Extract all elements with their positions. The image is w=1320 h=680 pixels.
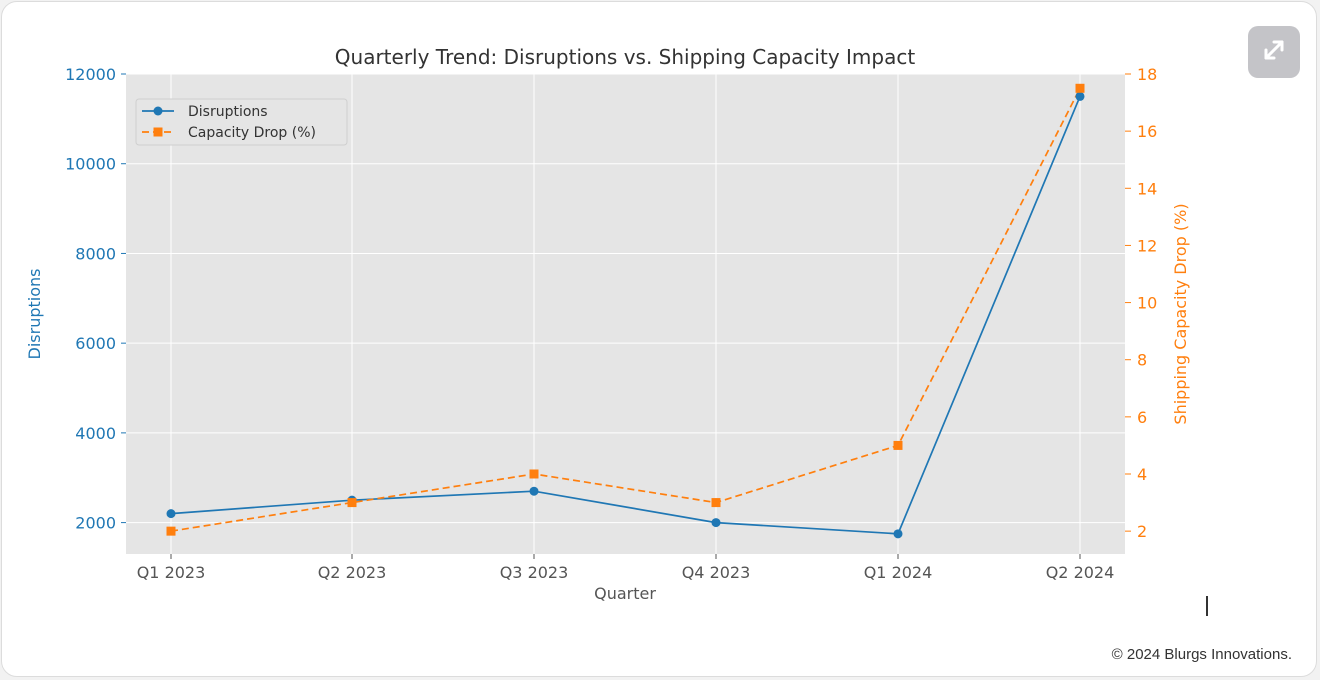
disruptions-point — [711, 518, 721, 528]
y-tick-label-left: 2000 — [75, 514, 116, 533]
expand-button[interactable] — [1248, 26, 1300, 78]
y-tick-label-left: 12000 — [65, 65, 116, 84]
legend-disruptions-marker — [153, 106, 163, 116]
y-tick-label-left: 10000 — [65, 155, 116, 174]
disruptions-point — [893, 529, 903, 539]
x-tick-label: Q3 2023 — [500, 563, 569, 582]
y-tick-label-right: 8 — [1137, 351, 1147, 370]
y-axis-label-right: Shipping Capacity Drop (%) — [1171, 203, 1190, 424]
x-tick-label: Q4 2023 — [682, 563, 751, 582]
capacity-drop-point — [166, 526, 176, 536]
y-tick-label-left: 4000 — [75, 424, 116, 443]
expand-arrows-icon — [1259, 35, 1289, 69]
y-tick-label-right: 2 — [1137, 522, 1147, 541]
capacity-drop-point — [893, 440, 903, 450]
y-tick-label-right: 6 — [1137, 408, 1147, 427]
copyright-footer: © 2024 Blurgs Innovations. — [1111, 646, 1292, 663]
disruptions-point — [529, 486, 539, 496]
plot-area — [126, 74, 1125, 554]
capacity-drop-point — [347, 498, 357, 508]
y-tick-label-right: 14 — [1137, 179, 1157, 198]
legend-capacity-marker — [153, 127, 163, 137]
disruptions-line — [170, 96, 1081, 535]
capacity-drop-point — [529, 469, 539, 479]
y-tick-label-right: 10 — [1137, 294, 1157, 313]
x-tick-label: Q1 2024 — [864, 563, 933, 582]
y-tick-label-left: 6000 — [75, 334, 116, 353]
legend-capacity-label: Capacity Drop (%) — [188, 125, 316, 141]
y-axis-label-left: Disruptions — [25, 269, 44, 360]
y-tick-label-right: 18 — [1137, 65, 1157, 84]
capacity-drop-line — [170, 87, 1081, 532]
x-tick-label: Q2 2023 — [318, 563, 387, 582]
y-tick-label-left: 8000 — [75, 244, 116, 263]
capacity-drop-point — [711, 498, 721, 508]
capacity-drop-point — [1075, 83, 1085, 93]
x-tick-label: Q2 2024 — [1046, 563, 1115, 582]
y-tick-label-right: 12 — [1137, 236, 1157, 255]
y-tick-label-right: 4 — [1137, 465, 1147, 484]
text-cursor — [1206, 596, 1208, 616]
x-tick-label: Q1 2023 — [137, 563, 206, 582]
legend-box — [135, 98, 348, 146]
y-tick-label-right: 16 — [1137, 122, 1157, 141]
disruptions-point — [1075, 91, 1085, 101]
disruptions-point — [166, 509, 176, 519]
x-axis-label: Quarter — [594, 584, 656, 603]
legend-disruptions-label: Disruptions — [188, 104, 268, 120]
chart-title: Quarterly Trend: Disruptions vs. Shippin… — [335, 45, 916, 69]
